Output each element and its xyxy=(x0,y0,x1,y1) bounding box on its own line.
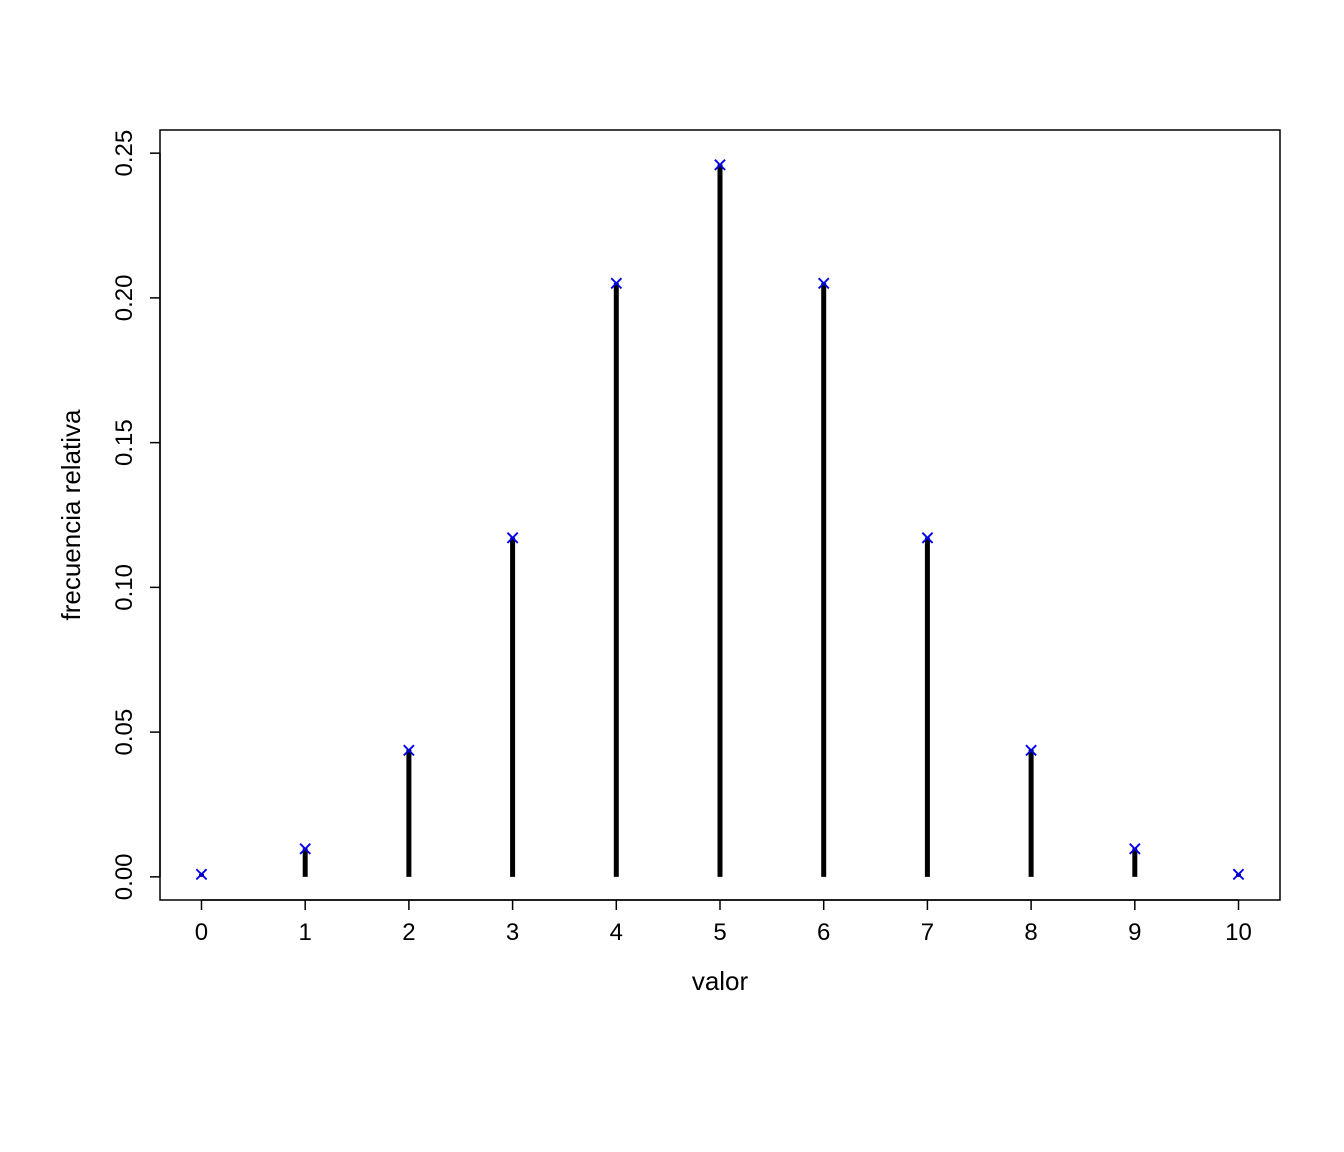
x-tick-label: 2 xyxy=(402,919,415,946)
y-tick-label: 0.00 xyxy=(111,853,138,900)
marker-x: × xyxy=(712,149,727,179)
marker-x: × xyxy=(401,735,416,765)
x-axis-label: valor xyxy=(692,966,749,996)
x-tick-label: 0 xyxy=(195,919,208,946)
marker-x: × xyxy=(298,833,313,863)
x-tick-label: 5 xyxy=(713,919,726,946)
y-tick-label: 0.20 xyxy=(111,275,138,322)
stem-chart: × × × × × × × × × × × 0 1 2 3 4 5 6 7 8 9 10 0.00 0.05 0.10 0.15 0… xyxy=(0,0,1344,1152)
marker-x: × xyxy=(816,268,831,298)
x-tick-label: 7 xyxy=(921,919,934,946)
chart-svg: × × × × × × × × × × × 0 1 2 3 4 5 6 7 8 9 10 0.00 0.05 0.10 0.15 0… xyxy=(0,0,1344,1152)
x-tick-label: 3 xyxy=(506,919,519,946)
x-tick-label: 6 xyxy=(817,919,830,946)
chart-bg xyxy=(0,0,1344,1152)
marker-x: × xyxy=(1127,833,1142,863)
y-tick-label: 0.10 xyxy=(111,564,138,611)
x-tick-label: 4 xyxy=(610,919,623,946)
marker-x: × xyxy=(194,859,209,889)
x-tick-label: 10 xyxy=(1225,919,1252,946)
marker-x: × xyxy=(1231,859,1246,889)
y-tick-label: 0.05 xyxy=(111,709,138,756)
marker-x: × xyxy=(505,523,520,553)
marker-x: × xyxy=(1024,735,1039,765)
marker-x: × xyxy=(609,268,624,298)
x-tick-label: 9 xyxy=(1128,919,1141,946)
x-tick-label: 8 xyxy=(1024,919,1037,946)
x-tick-label: 1 xyxy=(299,919,312,946)
y-axis-label: frecuencia relativa xyxy=(56,409,86,621)
y-tick-label: 0.25 xyxy=(111,130,138,177)
y-tick-label: 0.15 xyxy=(111,419,138,466)
marker-x: × xyxy=(920,523,935,553)
